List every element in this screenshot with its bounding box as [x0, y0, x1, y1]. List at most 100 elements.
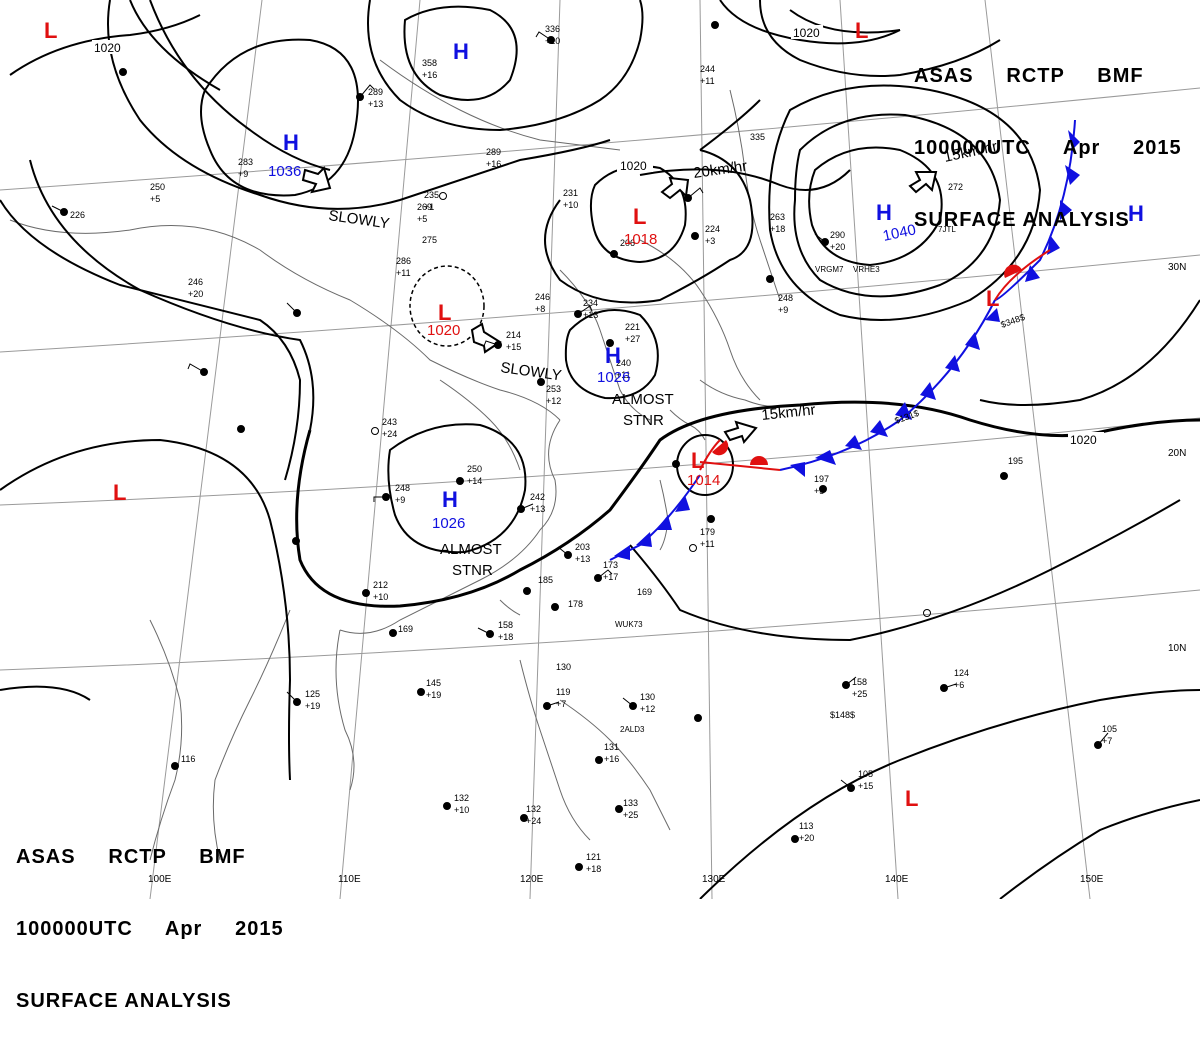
svg-text:VRGM7: VRGM7: [815, 265, 844, 274]
station-value: +24: [526, 816, 541, 826]
station-value: +20: [830, 242, 845, 252]
station-value: +13: [368, 99, 383, 109]
station-value: +5: [150, 194, 160, 204]
station-value: +19: [305, 701, 320, 711]
station-value: +27: [625, 334, 640, 344]
stationary-line2: STNR: [452, 562, 493, 579]
svg-text:2ALD3: 2ALD3: [620, 725, 645, 734]
high-center: H: [453, 39, 469, 64]
station-value: +9: [395, 495, 405, 505]
station-value: +11: [396, 268, 411, 278]
station-value: 169: [398, 624, 413, 634]
station-value: +10: [563, 200, 578, 210]
station-value: 221: [625, 322, 640, 332]
station-value: 246: [188, 277, 203, 287]
stationary-line1: ALMOST: [612, 391, 674, 408]
low-center: L: [633, 204, 646, 229]
title-year: 2015: [1133, 137, 1182, 159]
station-value: +24: [382, 429, 397, 439]
station-value: 248: [395, 483, 410, 493]
isobar-label: 1020: [1070, 433, 1097, 447]
title-month: Apr: [164, 918, 203, 940]
station-value: 234: [583, 298, 598, 308]
movement-label: 15km/hr: [761, 401, 817, 424]
station-value: 169: [637, 587, 652, 597]
station-value: +13: [530, 504, 545, 514]
station-value: 132: [526, 804, 541, 814]
isobar-label: 1020: [94, 41, 121, 55]
title-code: BMF: [199, 846, 246, 868]
low-center: L: [113, 480, 126, 505]
station-value: +13: [583, 310, 598, 320]
title-block-top-right: ASAS RCTP BMF 100000UTC Apr 2015 SURFACE…: [914, 16, 1182, 256]
dashed-low-isobar: [409, 265, 485, 347]
station-value: 124: [954, 668, 969, 678]
station-value: 133: [623, 798, 638, 808]
station-value: +7: [556, 699, 566, 709]
station-value: 113: [799, 821, 813, 831]
station-value: 289: [486, 147, 501, 157]
station-value: 132: [454, 793, 469, 803]
station-value: 250: [467, 464, 482, 474]
station-value: +14: [467, 476, 482, 486]
station-text: 336 +10 358 +16 289 +13 283 +9 250 +5 226 246 +20 214…: [70, 24, 1117, 874]
weather-map: 336 +10 358 +16 289 +13 283 +9 250 +5 226 246 +20 214…: [0, 0, 1200, 899]
station-value: 131: [604, 742, 619, 752]
station-value: +10: [545, 36, 560, 46]
station-value: +18: [586, 864, 601, 874]
stationary-line2: STNR: [623, 412, 664, 429]
station-value: +19: [426, 690, 441, 700]
station-value: +1: [424, 202, 434, 212]
station-value: 197: [814, 474, 829, 484]
station-value: 286: [396, 256, 411, 266]
station-value: +3: [705, 236, 715, 246]
low-center: L: [855, 18, 868, 43]
low-value: 1020: [427, 322, 460, 339]
station-value: 158: [852, 677, 867, 687]
latitude-label: 20N: [1168, 448, 1186, 459]
station-value: +9: [238, 169, 248, 179]
station-value: +20: [188, 289, 203, 299]
station-value: 289: [368, 87, 383, 97]
movement-arrows: [301, 166, 938, 444]
isobar-label: 1020: [620, 159, 647, 173]
low-value: 1014: [687, 472, 720, 489]
high-center: H: [1128, 201, 1144, 226]
longitude-label: 140E: [885, 874, 909, 885]
svg-text:WUK73: WUK73: [615, 620, 643, 629]
station-value: 242: [530, 492, 545, 502]
station-value: +17: [603, 572, 618, 582]
cold-front: [609, 119, 1080, 561]
station-value: 240: [616, 358, 631, 368]
station-value: 358: [422, 58, 437, 68]
low-center: L: [691, 448, 704, 473]
low-center: L: [44, 18, 57, 43]
latitude-label: 30N: [1168, 262, 1186, 273]
station-value: +25: [623, 810, 638, 820]
station-value: +12: [640, 704, 655, 714]
coastlines: [9, 59, 791, 861]
title-time: 100000UTC: [16, 918, 133, 940]
station-value: 224: [705, 224, 720, 234]
station-value: 248: [778, 293, 793, 303]
station-value: +5: [814, 486, 824, 496]
graticule: [0, 0, 1200, 899]
station-value: +11: [700, 539, 715, 549]
station-value: 116: [181, 754, 195, 764]
station-value: 185: [538, 575, 553, 585]
station-value: +5: [417, 214, 427, 224]
longitude-label: 150E: [1080, 874, 1104, 885]
station-value: 203: [575, 542, 590, 552]
station-value: 206: [620, 238, 635, 248]
station-value: +13: [575, 554, 590, 564]
title-analysis: SURFACE ANALYSIS: [914, 209, 1130, 231]
station-value: 275: [422, 235, 437, 245]
station-value: 178: [568, 599, 583, 609]
title-block-bottom-left: ASAS RCTP BMF 100000UTC Apr 2015 SURFACE…: [16, 797, 284, 1037]
title-office: RCTP: [1006, 65, 1065, 87]
latitude-label: 10N: [1168, 643, 1186, 654]
svg-text:7JTL: 7JTL: [938, 225, 956, 234]
station-value: 119: [556, 687, 570, 697]
arrow-5: [723, 420, 758, 444]
station-value: +12: [546, 396, 561, 406]
